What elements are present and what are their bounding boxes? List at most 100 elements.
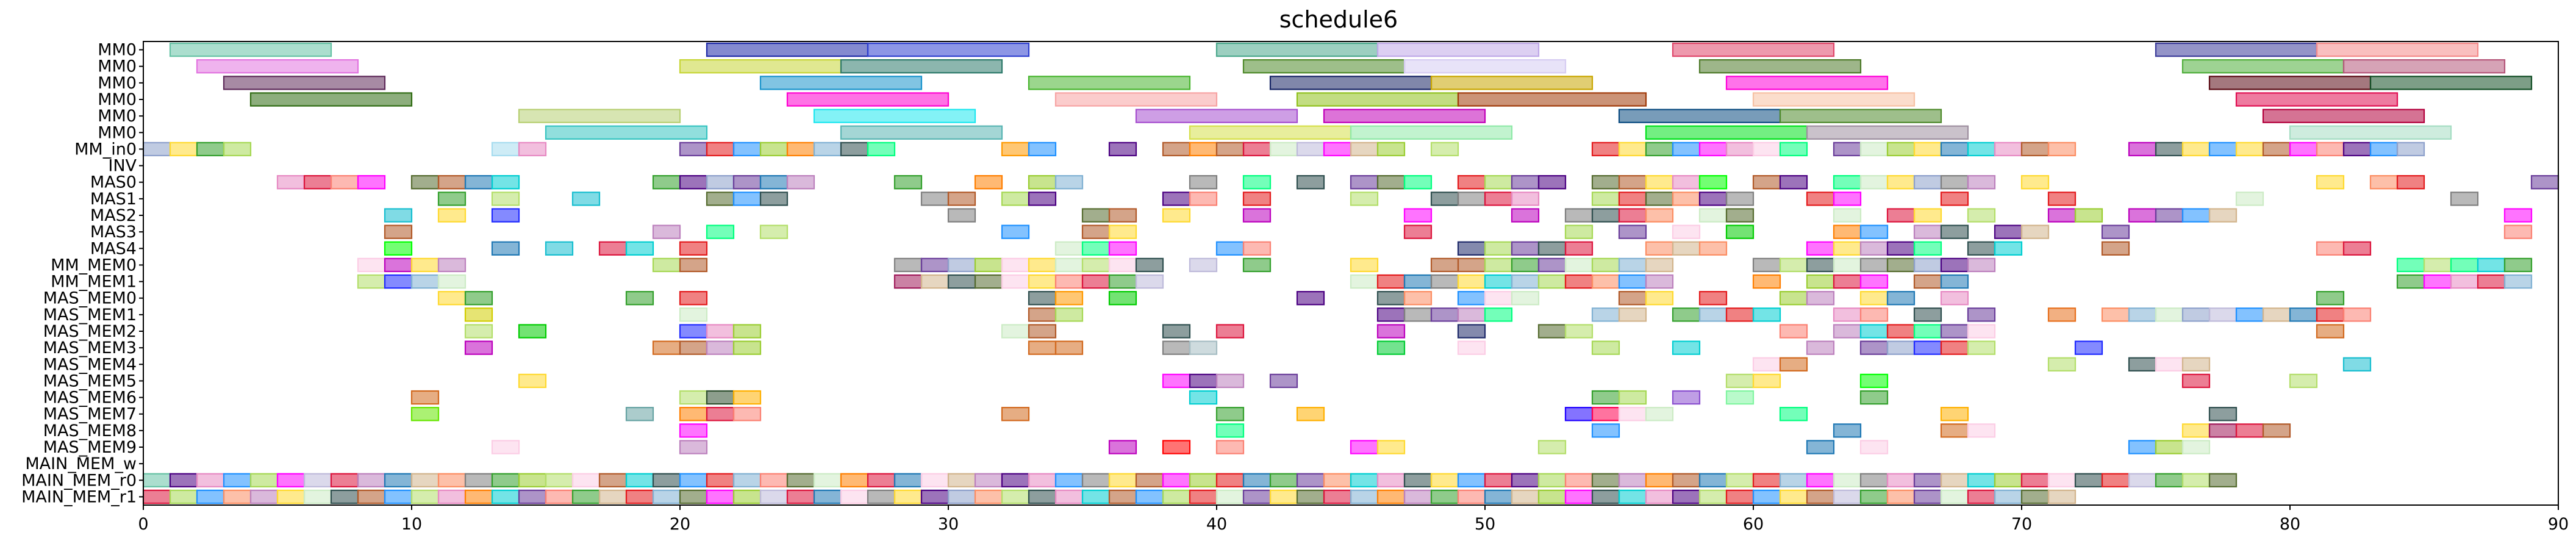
- task-bar: [1618, 390, 1647, 405]
- task-bar: [2289, 307, 2318, 322]
- task-bar: [1564, 473, 1594, 487]
- task-bar: [2181, 142, 2211, 157]
- task-bar: [1242, 208, 1272, 223]
- y-tick-label: MM_MEM0: [51, 256, 137, 274]
- task-bar: [947, 208, 976, 223]
- task-bar: [357, 473, 386, 487]
- task-bar: [437, 257, 467, 273]
- task-bar: [1484, 241, 1513, 256]
- task-bar: [1511, 473, 1540, 487]
- task-bar: [2101, 473, 2130, 487]
- task-bar: [1537, 257, 1567, 273]
- task-bar: [2020, 142, 2050, 157]
- task-bar: [732, 473, 762, 487]
- task-bar: [518, 473, 547, 487]
- task-bar: [2262, 109, 2425, 123]
- task-bar: [1296, 175, 1325, 190]
- y-tick-label: MM0: [98, 107, 137, 126]
- task-bar: [840, 59, 1003, 74]
- task-bar: [974, 274, 1003, 289]
- task-bar: [1054, 473, 1084, 487]
- task-bar: [1779, 257, 1808, 273]
- task-bar: [1591, 208, 1620, 223]
- y-tick-label: MAS2: [90, 206, 137, 225]
- task-bar: [1457, 192, 1486, 206]
- task-bar: [1350, 192, 1379, 206]
- task-bar: [384, 241, 413, 256]
- task-bar: [1135, 489, 1164, 504]
- task-bar: [1967, 423, 1996, 438]
- x-tick-label: 60: [1743, 515, 1764, 534]
- task-bar: [545, 473, 574, 487]
- task-bar: [1618, 291, 1647, 306]
- task-bar: [1672, 241, 1701, 256]
- task-bar: [893, 257, 923, 273]
- task-bar: [1752, 373, 1781, 389]
- task-bar: [1269, 373, 1298, 389]
- task-bar: [1967, 307, 1996, 322]
- task-bar: [1672, 175, 1701, 190]
- task-bar: [1215, 423, 1245, 438]
- task-bar: [1403, 489, 1433, 504]
- task-bar: [410, 175, 440, 190]
- task-bar: [2181, 357, 2211, 371]
- task-bar: [1859, 142, 1889, 157]
- task-bar: [1189, 473, 1218, 487]
- task-bar: [625, 241, 654, 256]
- task-bar: [1457, 324, 1486, 339]
- task-bar: [679, 407, 708, 422]
- task-bar: [1698, 192, 1728, 206]
- task-bar: [1215, 473, 1245, 487]
- task-bar: [1913, 324, 1942, 339]
- task-bar: [1672, 489, 1701, 504]
- task-bar: [169, 473, 198, 487]
- task-bar: [1537, 324, 1567, 339]
- task-bar: [1859, 257, 1889, 273]
- task-bar: [652, 489, 681, 504]
- task-bar: [1269, 473, 1298, 487]
- task-bar: [1645, 291, 1674, 306]
- task-bar: [1001, 473, 1030, 487]
- task-bar: [464, 291, 493, 306]
- task-bar: [706, 489, 735, 504]
- task-bar: [464, 324, 493, 339]
- y-tick-label: MM0: [98, 90, 137, 109]
- task-bar: [1162, 324, 1191, 339]
- task-bar: [2101, 224, 2130, 239]
- task-bar: [303, 473, 332, 487]
- task-bar: [1967, 241, 1996, 256]
- task-bar: [1564, 257, 1594, 273]
- task-bar: [2450, 192, 2479, 206]
- task-bar: [2235, 192, 2264, 206]
- task-bar: [1028, 307, 1057, 322]
- y-tick-label: MAS_MEM7: [43, 405, 137, 424]
- task-bar: [1913, 142, 1942, 157]
- task-bar: [1618, 224, 1647, 239]
- task-bar: [2208, 208, 2238, 223]
- task-bar: [464, 489, 493, 504]
- task-bar: [223, 473, 252, 487]
- task-bar: [2423, 257, 2452, 273]
- task-bar: [1242, 142, 1272, 157]
- task-bar: [1484, 257, 1513, 273]
- task-bar: [142, 489, 171, 504]
- task-bar: [1698, 291, 1728, 306]
- task-bar: [1403, 59, 1567, 74]
- task-bar: [1645, 142, 1674, 157]
- task-bar: [1886, 241, 1916, 256]
- task-bar: [464, 340, 493, 355]
- task-bar: [813, 473, 842, 487]
- task-bar: [2316, 291, 2345, 306]
- task-bar: [1913, 257, 1942, 273]
- task-bar: [1564, 208, 1594, 223]
- task-bar: [2074, 340, 2103, 355]
- task-bar: [2181, 473, 2211, 487]
- task-bar: [679, 390, 708, 405]
- task-bar: [2289, 373, 2318, 389]
- task-bar: [1162, 340, 1191, 355]
- task-bar: [2342, 241, 2372, 256]
- task-bar: [759, 473, 789, 487]
- task-bar: [2342, 307, 2372, 322]
- task-bar: [1376, 42, 1540, 57]
- task-bar: [410, 257, 440, 273]
